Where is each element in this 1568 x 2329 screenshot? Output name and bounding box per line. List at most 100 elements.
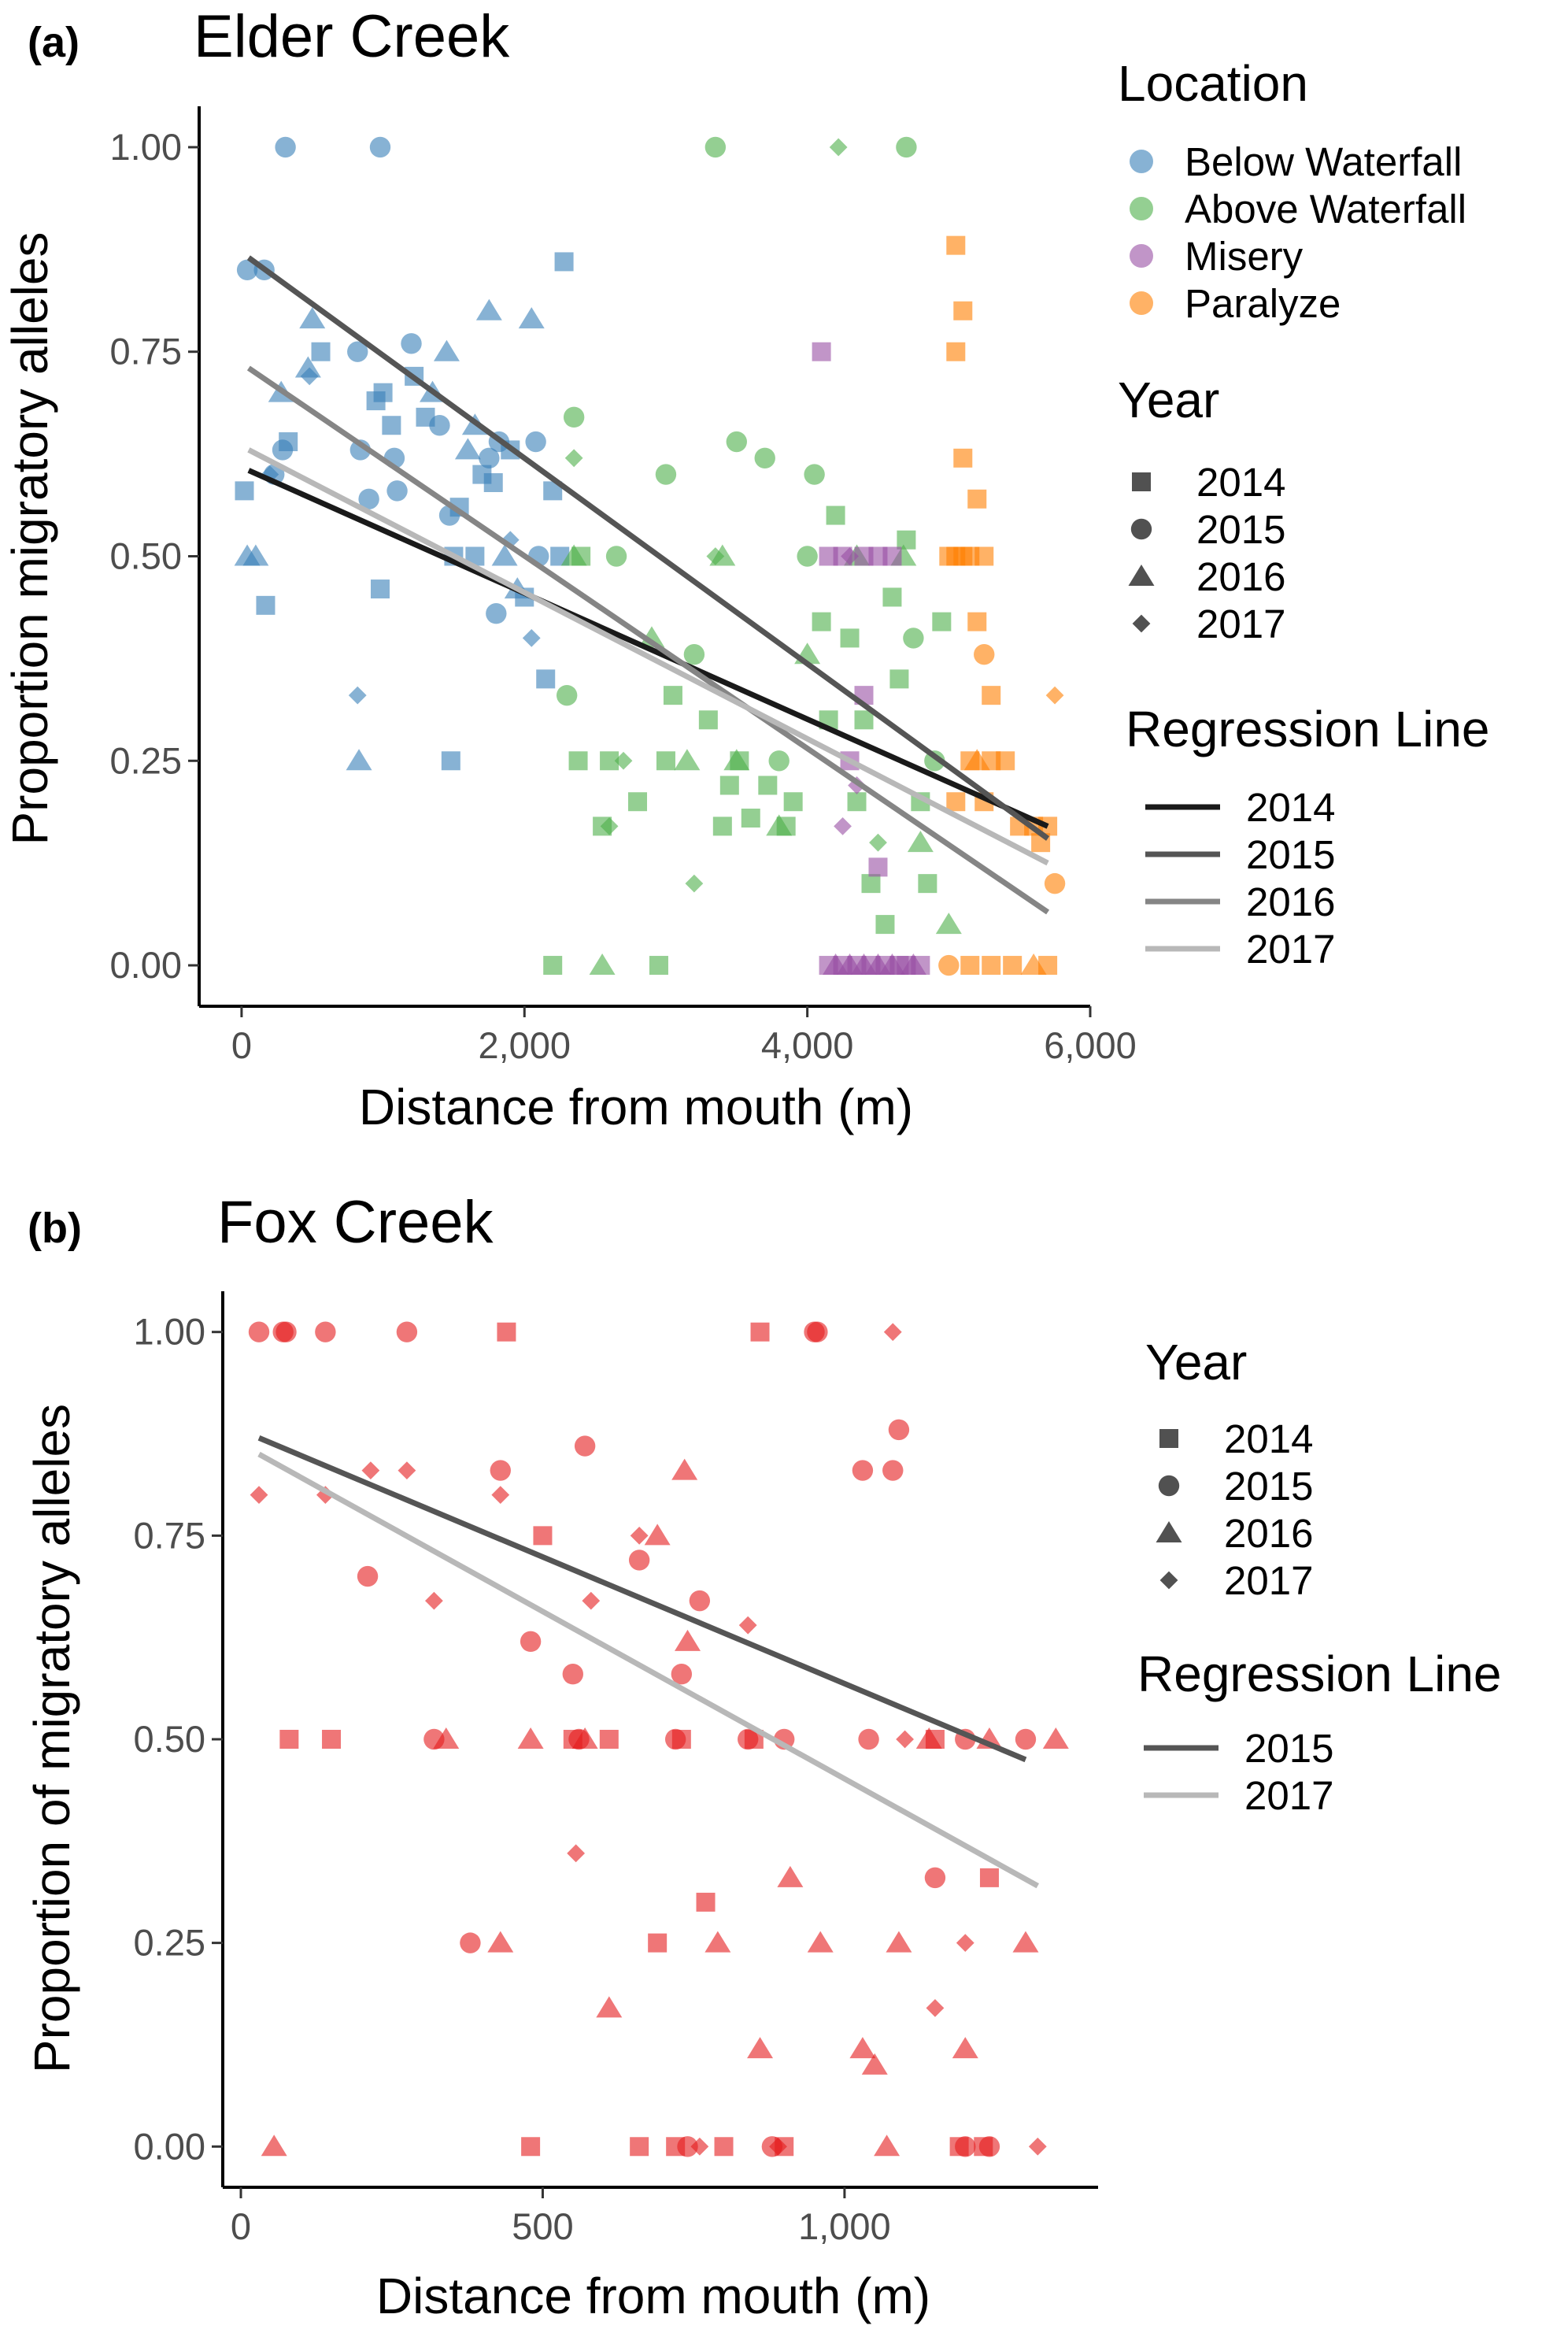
data-point (926, 1999, 945, 2017)
data-point (425, 1591, 443, 1610)
data-point (582, 1591, 601, 1610)
legend-label: 2017 (1196, 602, 1285, 646)
data-point (346, 749, 372, 771)
y-tick-label: 0.25 (110, 739, 182, 781)
data-point (858, 1728, 879, 1750)
legend-label: 2014 (1224, 1416, 1313, 1461)
data-point (777, 1865, 804, 1887)
legend-key (1156, 1521, 1182, 1542)
data-point (248, 1321, 270, 1342)
data-point (294, 356, 321, 378)
data-point (460, 1932, 481, 1953)
regression-legend-title: Regression Line (1137, 1646, 1502, 1702)
panel-a-title: Elder Creek (194, 3, 510, 70)
legend-key (1132, 472, 1151, 491)
data-point (520, 1631, 542, 1653)
legend-label: 2016 (1246, 879, 1335, 924)
data-point (874, 2135, 900, 2157)
data-point (521, 2137, 541, 2157)
data-point (370, 579, 390, 599)
data-point (663, 686, 682, 705)
data-point (491, 544, 518, 566)
data-point (1042, 1727, 1069, 1749)
data-point (889, 669, 909, 689)
legend-key (1159, 1429, 1178, 1448)
data-point (979, 1868, 999, 1887)
legend-key (1130, 150, 1153, 173)
data-point (454, 438, 481, 460)
data-point (996, 751, 1015, 771)
panel-b: (b) Fox Creek Proportion of migratory al… (24, 1189, 1502, 2324)
data-point (932, 612, 952, 631)
data-point (671, 1730, 691, 1749)
data-point (953, 448, 973, 468)
data-point (543, 956, 563, 976)
regression-legend-title: Regression Line (1126, 701, 1490, 757)
data-point (401, 333, 422, 354)
data-point (886, 1931, 912, 1953)
data-point (1045, 686, 1064, 705)
data-point (628, 1550, 650, 1571)
data-point (967, 489, 987, 509)
data-point (1015, 1728, 1037, 1750)
regression-line-2016 (246, 365, 1050, 915)
data-point (250, 1486, 268, 1505)
data-point (599, 1730, 619, 1749)
panel-b-title: Fox Creek (217, 1189, 494, 1256)
data-point (829, 138, 848, 157)
data-point (589, 953, 616, 976)
data-point (279, 1730, 299, 1749)
data-point (614, 751, 633, 770)
data-point (883, 1323, 902, 1342)
year-legend-title: Year (1145, 1334, 1247, 1390)
data-point (925, 1730, 945, 1749)
data-point (525, 431, 546, 453)
data-point (849, 2037, 876, 2059)
y-tick-label: 0.50 (110, 535, 182, 577)
data-point (897, 530, 916, 550)
y-tick-label: 0.75 (110, 331, 182, 372)
data-point (533, 1526, 553, 1546)
data-point (719, 776, 739, 795)
data-point (982, 686, 1001, 705)
data-point (648, 1933, 668, 1953)
data-point (605, 546, 627, 567)
legend-label: 2015 (1246, 832, 1335, 877)
data-point (712, 816, 732, 836)
x-tick-label: 500 (512, 2205, 573, 2247)
data-point (730, 751, 749, 771)
data-point (907, 831, 934, 853)
data-point (747, 2037, 774, 2059)
regression-line-2015 (246, 255, 1050, 841)
data-point (630, 2137, 649, 2157)
data-point (1044, 872, 1066, 894)
data-point (683, 643, 705, 665)
data-point (967, 612, 987, 631)
data-point (974, 546, 994, 566)
y-tick-label: 0.75 (134, 1514, 205, 1556)
legend-label: Misery (1185, 234, 1304, 279)
data-point (671, 1664, 693, 1685)
data-point (911, 956, 930, 976)
data-point (882, 546, 902, 566)
data-point (656, 751, 675, 771)
data-point (726, 431, 747, 453)
data-point (556, 684, 578, 706)
data-point (1012, 1931, 1039, 1953)
data-point (433, 339, 460, 361)
data-point (358, 488, 379, 509)
regression-line-2015 (257, 1435, 1027, 1763)
x-tick-label: 0 (231, 2205, 251, 2247)
year-legend-title: Year (1118, 372, 1219, 428)
data-point (655, 464, 677, 485)
series-misery (812, 342, 930, 976)
data-point (704, 1931, 731, 1953)
data-point (630, 1526, 649, 1545)
x-tick-label: 0 (231, 1024, 252, 1066)
data-point (978, 2136, 1000, 2157)
data-point (775, 2137, 794, 2157)
data-point (562, 1664, 583, 1685)
data-point (840, 628, 860, 648)
